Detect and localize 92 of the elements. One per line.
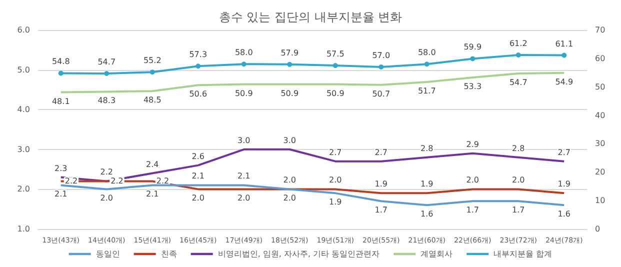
data-label: 1.9 xyxy=(374,180,388,189)
data-label: 2.0 xyxy=(466,176,479,185)
data-label: 57.0 xyxy=(372,50,390,60)
data-label: 2.7 xyxy=(374,148,388,157)
data-label: 2.8 xyxy=(420,144,434,153)
point xyxy=(378,64,384,70)
y2-tick-label: 20 xyxy=(595,168,606,177)
data-label: 2.0 xyxy=(329,176,342,185)
data-label: 3.0 xyxy=(283,136,296,145)
y2-tick-label: 50 xyxy=(595,82,606,92)
data-label: 48.3 xyxy=(98,96,116,106)
data-label: 2.0 xyxy=(192,194,204,203)
chart-title: 총수 있는 집단의 내부지분율 변화 xyxy=(218,10,402,24)
point xyxy=(150,70,155,75)
data-label: 2.1 xyxy=(192,172,204,181)
data-label: 55.2 xyxy=(143,56,162,66)
data-label: 2.8 xyxy=(512,144,525,153)
data-label: 51.7 xyxy=(418,86,436,96)
data-label: 2.3 xyxy=(54,164,68,173)
y2-tick-label: 60 xyxy=(595,54,606,63)
point xyxy=(196,64,201,69)
data-label: 61.2 xyxy=(509,39,528,48)
y2-tick-label: 40 xyxy=(595,110,606,120)
data-label: 2.2 xyxy=(100,168,113,177)
data-label: 2.7 xyxy=(558,148,570,157)
data-label: 3.0 xyxy=(238,136,250,145)
data-label: 2.6 xyxy=(192,152,204,161)
data-label: 2.0 xyxy=(283,194,296,203)
data-label: 2.1 xyxy=(54,190,68,199)
data-label: 48.1 xyxy=(52,96,70,106)
y-tick-label: 1.0 xyxy=(17,224,30,234)
data-label: 57.3 xyxy=(189,50,208,60)
point xyxy=(287,62,292,67)
data-label: 2.2 xyxy=(156,176,170,186)
data-label: 2.0 xyxy=(283,176,296,185)
data-label: 50.6 xyxy=(189,90,208,99)
data-label: 2.0 xyxy=(512,176,525,185)
legend-label: 친족 xyxy=(160,250,177,258)
legend-label: 계열회사 xyxy=(420,250,453,258)
data-label: 61.1 xyxy=(555,39,574,48)
data-label: 50.7 xyxy=(372,89,390,98)
data-label: 58.0 xyxy=(234,48,253,58)
y2-tick-label: 0 xyxy=(595,224,600,234)
data-label: 54.9 xyxy=(555,77,574,86)
point xyxy=(332,63,338,68)
data-label: 1.7 xyxy=(466,206,479,215)
legend-label: 내부지분율 합계 xyxy=(494,250,552,258)
data-label: 2.4 xyxy=(146,160,159,169)
point xyxy=(104,70,110,76)
point xyxy=(470,56,476,62)
data-label: 2.0 xyxy=(100,194,113,203)
data-label: 50.9 xyxy=(326,88,344,98)
point xyxy=(241,62,246,67)
point xyxy=(58,70,64,76)
data-label: 2.9 xyxy=(466,140,479,149)
data-label: 59.9 xyxy=(464,42,482,52)
data-label: 2.0 xyxy=(238,194,250,203)
data-label: 1.6 xyxy=(558,210,570,219)
legend-label: 동일인 xyxy=(96,250,120,258)
point xyxy=(424,62,430,67)
y-tick-label: 5.0 xyxy=(17,65,30,74)
y-tick-label: 4.0 xyxy=(17,105,30,114)
data-label: 57.9 xyxy=(280,48,299,58)
data-label: 54.7 xyxy=(98,57,116,66)
legend-label: 비영리법인, 임원, 자사주, 기타 동일인관련자 xyxy=(218,250,380,258)
point xyxy=(516,52,521,58)
data-label: 58.0 xyxy=(418,48,436,58)
data-label: 1.9 xyxy=(420,180,434,189)
data-label: 2.1 xyxy=(238,172,250,181)
point xyxy=(562,52,567,58)
data-label: 54.8 xyxy=(52,57,70,66)
data-label: 1.9 xyxy=(558,180,570,189)
data-label: 1.7 xyxy=(512,206,525,215)
data-label: 57.5 xyxy=(326,50,344,59)
y-tick-label: 3.0 xyxy=(17,144,30,154)
data-label: 50.9 xyxy=(280,88,299,98)
y-tick-label: 2.0 xyxy=(17,184,30,194)
y2-tick-label: 70 xyxy=(595,26,606,34)
y2-tick-label: 10 xyxy=(595,196,606,206)
y-tick-label: 6.0 xyxy=(17,26,30,34)
data-label: 2.7 xyxy=(329,148,342,157)
data-label: 1.7 xyxy=(374,206,388,215)
data-label: 1.9 xyxy=(329,198,342,207)
y2-tick-label: 30 xyxy=(595,139,606,148)
data-label: 53.3 xyxy=(464,82,482,91)
data-label: 54.7 xyxy=(509,78,528,87)
data-label: 50.9 xyxy=(234,88,253,98)
data-label: 2.2 xyxy=(64,176,78,186)
data-label: 2.1 xyxy=(146,190,159,199)
data-label: 48.5 xyxy=(143,96,162,105)
data-label: 2.2 xyxy=(110,176,124,186)
data-label: 1.6 xyxy=(420,210,434,219)
